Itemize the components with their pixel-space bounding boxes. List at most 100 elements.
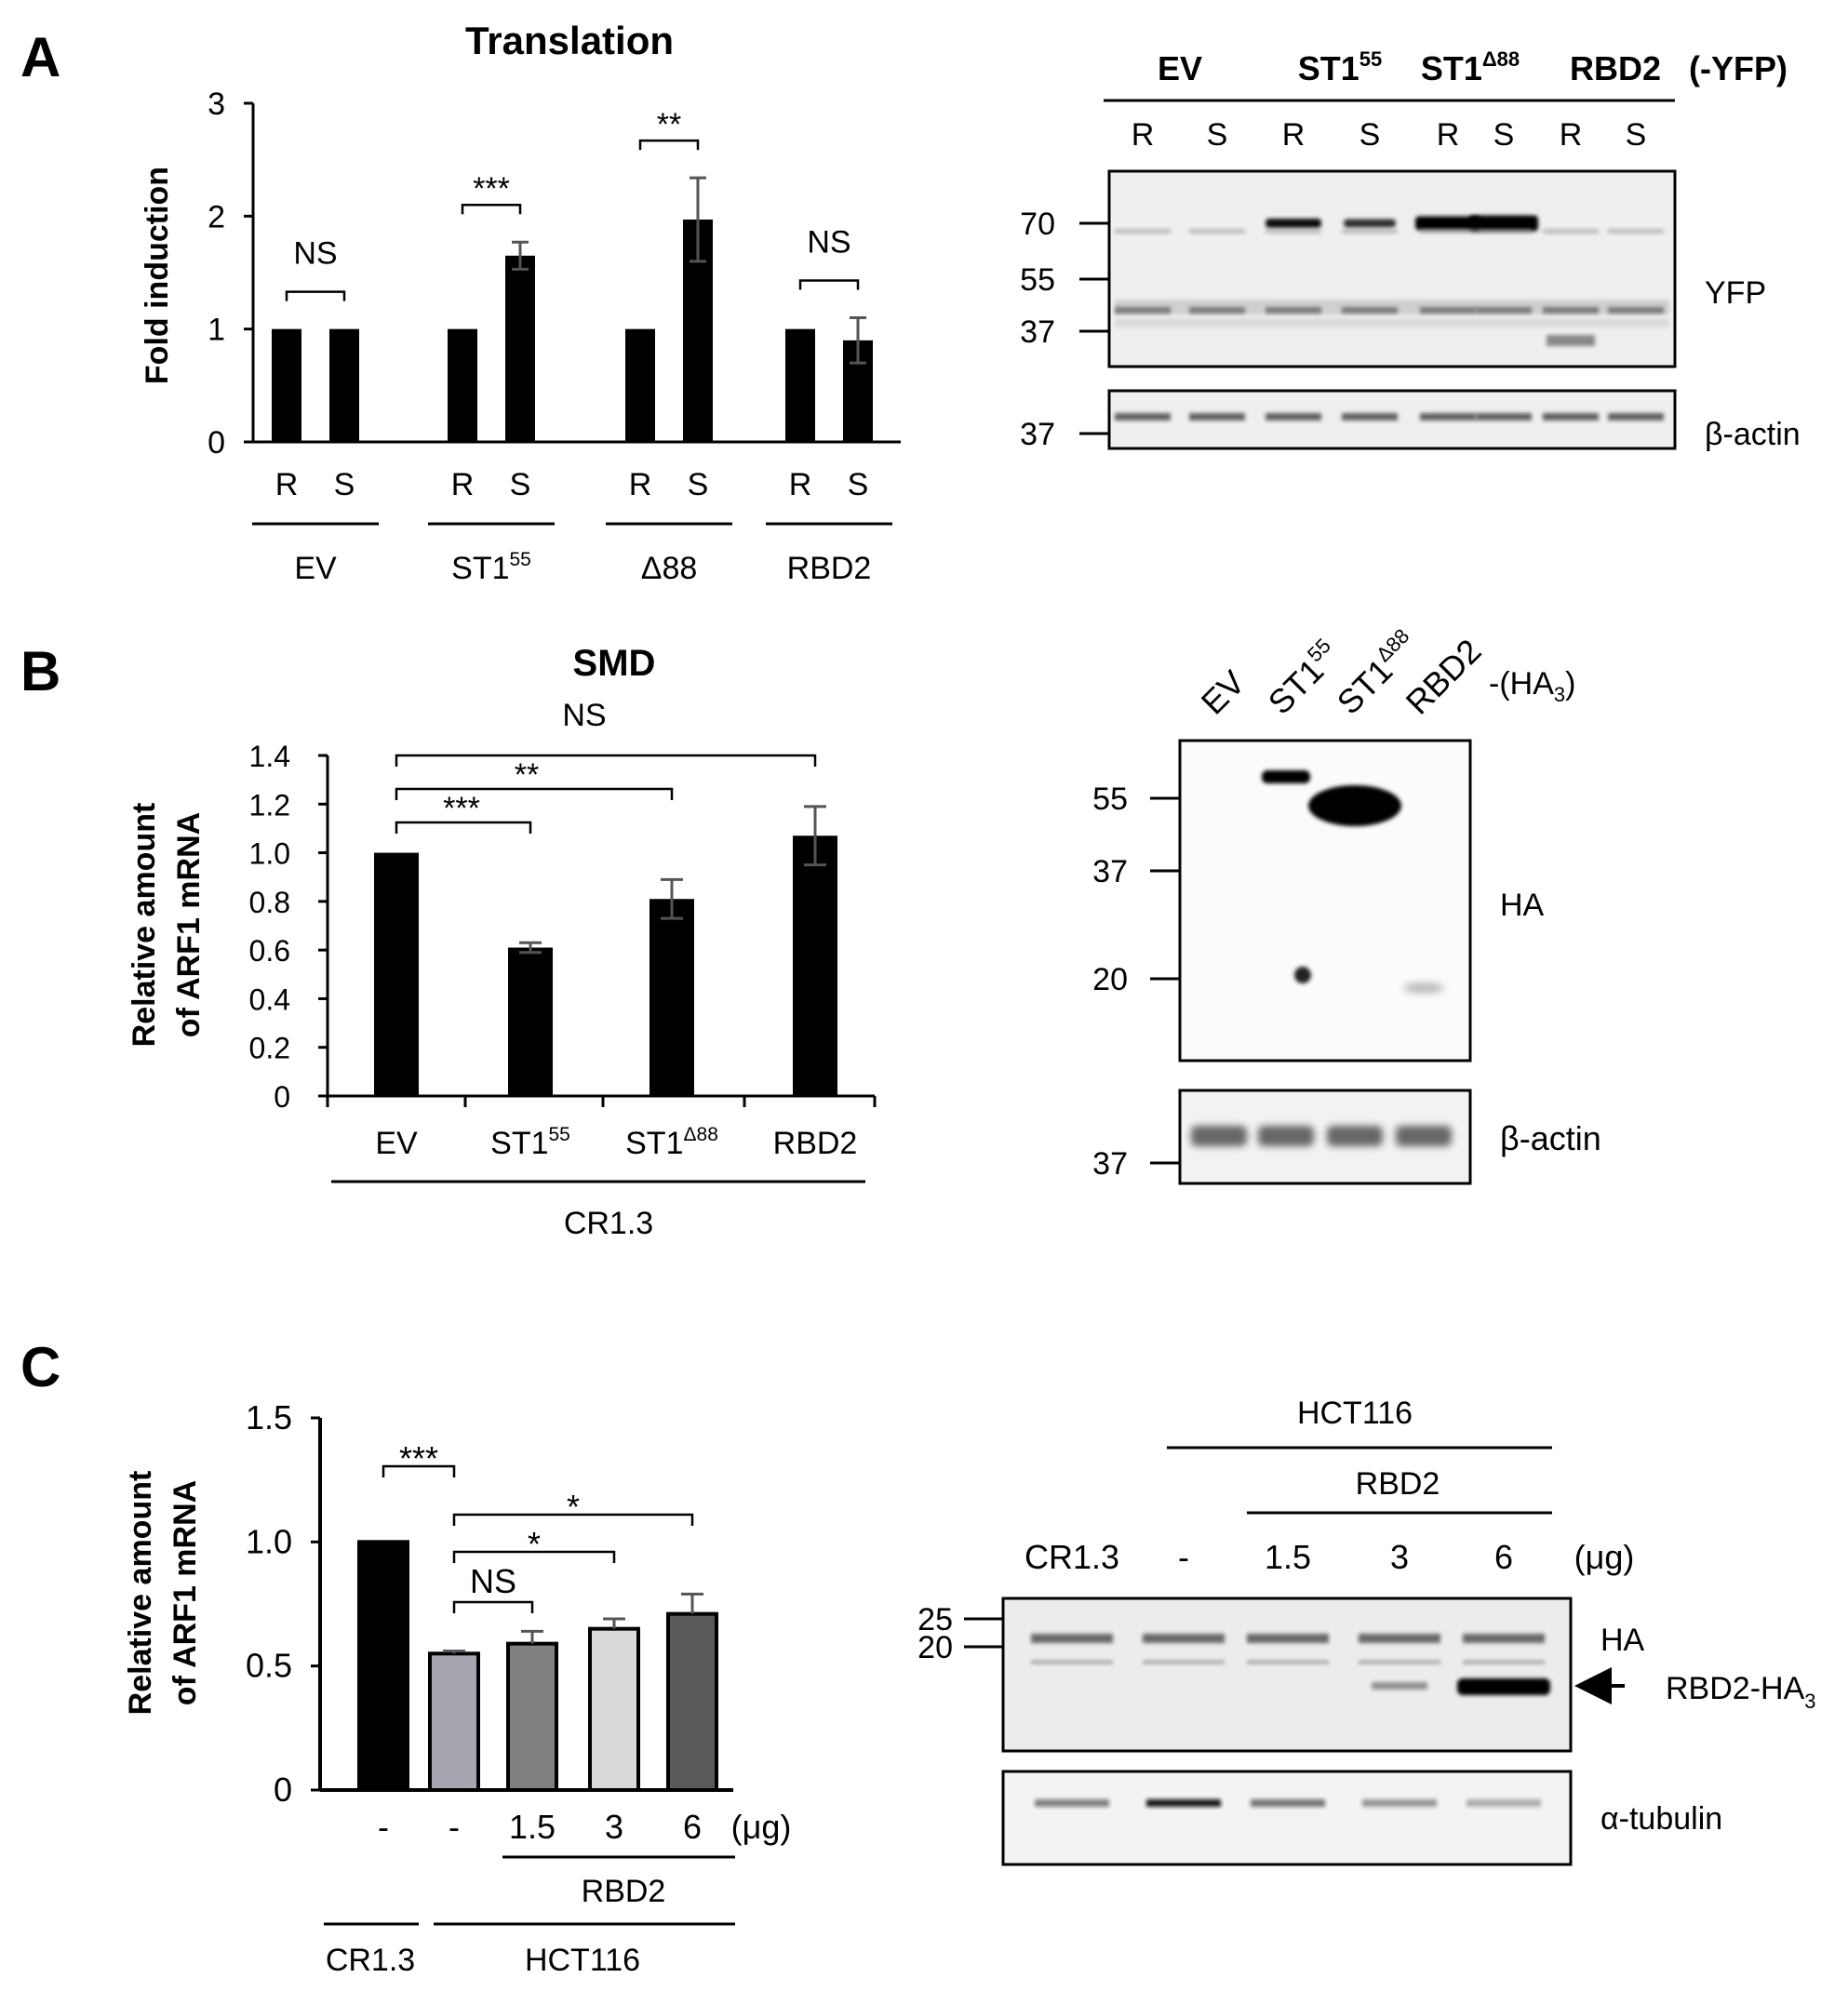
blot-band — [1469, 215, 1538, 232]
bar — [649, 899, 694, 1096]
blot-a-label-yfp: YFP — [1705, 275, 1766, 311]
blot-tubulin-band — [1362, 1799, 1437, 1807]
sig-bracket — [395, 821, 532, 834]
chart-a-ylabel: Fold induction — [140, 167, 175, 384]
blot-actin-band — [1189, 413, 1245, 421]
y-tick-label: 0.6 — [249, 934, 290, 968]
blot-b-marker: 37 — [1092, 1146, 1128, 1182]
blot-b-label-actin: β-actin — [1500, 1119, 1601, 1157]
blot-actin-band — [1543, 413, 1599, 421]
blot-actin-band — [1608, 413, 1664, 421]
panel-letter-c: C — [20, 1336, 60, 1398]
blot-c-lane-label: - — [1178, 1538, 1189, 1576]
bar — [272, 328, 301, 442]
blot-a-header: ST1Δ88 — [1421, 47, 1520, 87]
blot-band — [1415, 216, 1480, 231]
bar-label-s: S — [688, 467, 709, 502]
blot-band-faint — [1031, 1634, 1113, 1643]
group-label: Δ88 — [641, 551, 698, 586]
blot-a-lane-label: R — [1437, 117, 1460, 153]
sig-label: NS — [562, 698, 606, 733]
group-label: RBD2 — [787, 551, 872, 586]
blot-b-lane-label: ST155 — [1259, 634, 1346, 721]
blot-c-marker: 25 — [917, 1602, 953, 1637]
sig-label: *** — [443, 791, 480, 826]
panel-letter-a: A — [20, 26, 60, 88]
bar — [357, 1540, 409, 1793]
blot-b-lane-label: RBD2 — [1399, 632, 1489, 722]
blot-tubulin-band — [1251, 1799, 1325, 1807]
blot-c-header-cell: HCT116 — [1297, 1396, 1413, 1431]
bar — [508, 947, 553, 1096]
sig-bracket — [452, 1600, 534, 1613]
bar-label-r: R — [275, 467, 299, 502]
sig-bracket — [395, 787, 674, 800]
blot-band-faint — [1543, 307, 1599, 314]
y-tick-label: 3 — [208, 87, 225, 122]
blot-band-faint — [1189, 307, 1245, 314]
blot-c-unit: (μg) — [1574, 1538, 1635, 1576]
sig-label: *** — [399, 1439, 438, 1477]
cell-label: CR1.3 — [326, 1943, 415, 1978]
blot-band-faint — [1143, 1660, 1225, 1664]
y-tick-label: 1.5 — [246, 1398, 292, 1436]
blot-band-faint — [1420, 307, 1476, 314]
bar — [506, 1641, 558, 1792]
panel-letter-b: B — [20, 640, 60, 702]
blot-band-faint — [1247, 1660, 1329, 1664]
chart-b-ylabel-line2: of ARF1 mRNA — [171, 812, 207, 1037]
blot-c-lane-label: 1.5 — [1265, 1538, 1311, 1576]
blot-c-label-ha: HA — [1600, 1623, 1645, 1658]
blot-band-faint — [1031, 1660, 1113, 1664]
blot-actin-band — [1265, 413, 1321, 421]
blot-a-main-frame — [1107, 169, 1677, 368]
bar-label: - — [449, 1808, 460, 1846]
bar-label-s: S — [848, 467, 869, 502]
sig-label: * — [567, 1488, 580, 1526]
blot-a-suffix: (-YFP) — [1689, 49, 1788, 87]
chart-c-ylabel-line1: Relative amount — [123, 1471, 158, 1716]
blot-band-faint — [1265, 229, 1321, 234]
bar — [625, 328, 655, 442]
chart-b: SMD Relative amount of ARF1 mRNA 0 0.2 0.4… — [127, 643, 877, 1241]
y-tick-label: 1.4 — [249, 740, 290, 773]
blot-c-header-treatment: RBD2 — [1356, 1466, 1440, 1502]
blot-c-tubulin-frame — [1001, 1770, 1573, 1866]
sig-bracket — [452, 1550, 616, 1563]
bar-label-r: R — [451, 467, 475, 502]
blot-tubulin-band — [1146, 1799, 1221, 1807]
bar-label: - — [378, 1808, 389, 1846]
blot-band-faint — [1608, 307, 1664, 314]
blot-a-lane-label: S — [1493, 117, 1515, 153]
group-label: ST155 — [451, 549, 531, 586]
bar — [448, 328, 477, 442]
sig-bracket — [452, 1513, 694, 1526]
blot-b-marker: 20 — [1092, 962, 1128, 997]
sig-label: NS — [470, 1562, 516, 1600]
blot-band-faint — [1115, 229, 1171, 234]
blot-a-lane-label: S — [1359, 117, 1381, 153]
bar — [793, 835, 837, 1096]
blot-band-faint — [1359, 1660, 1440, 1664]
blot-c-label-tubulin: α-tubulin — [1600, 1801, 1722, 1837]
bar-label-r: R — [789, 467, 812, 502]
blot-band — [1265, 219, 1321, 228]
blot-a-header: RBD2 — [1570, 49, 1661, 87]
blot-band-faint — [1342, 229, 1398, 234]
blot-band-faint — [1476, 229, 1532, 234]
blot-c-marker: 20 — [917, 1630, 953, 1665]
blot-band — [1344, 219, 1396, 228]
blot-actin-band — [1327, 1126, 1383, 1146]
sig-label: NS — [293, 236, 337, 272]
blot-a-marker: 55 — [1020, 262, 1055, 298]
sig-bracket — [395, 754, 817, 767]
group-label: EV — [294, 551, 337, 586]
blot-band-faint — [1359, 1634, 1440, 1643]
blot-band-faint — [1463, 1634, 1545, 1643]
blot-a-lane-label: R — [1282, 117, 1306, 153]
blot-actin-band — [1342, 413, 1398, 421]
blot-c-arrow-label: RBD2-HA3 — [1666, 1671, 1816, 1713]
blot-b-suffix: -(HA3) — [1489, 666, 1575, 706]
